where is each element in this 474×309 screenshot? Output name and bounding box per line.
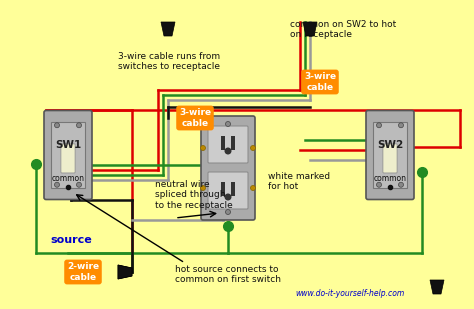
- Bar: [373, 122, 407, 188]
- FancyBboxPatch shape: [201, 116, 255, 220]
- Text: white marked
for hot: white marked for hot: [268, 172, 330, 191]
- Circle shape: [250, 185, 255, 191]
- Circle shape: [250, 146, 255, 150]
- Polygon shape: [303, 22, 317, 36]
- Circle shape: [376, 123, 382, 128]
- Circle shape: [225, 193, 231, 201]
- Circle shape: [376, 182, 382, 187]
- Circle shape: [226, 210, 230, 214]
- Polygon shape: [118, 265, 132, 279]
- Text: www.do-it-yourself-help.com: www.do-it-yourself-help.com: [295, 289, 405, 298]
- Text: hot source connects to
common on first switch: hot source connects to common on first s…: [175, 265, 281, 284]
- FancyBboxPatch shape: [61, 144, 75, 173]
- Circle shape: [55, 123, 60, 128]
- Bar: [231, 182, 235, 196]
- FancyBboxPatch shape: [366, 111, 414, 200]
- Bar: [231, 136, 235, 150]
- FancyBboxPatch shape: [208, 172, 248, 209]
- Circle shape: [399, 182, 403, 187]
- Circle shape: [399, 123, 403, 128]
- Text: 3-wire
cable: 3-wire cable: [179, 108, 211, 128]
- Bar: [51, 122, 85, 188]
- Circle shape: [225, 147, 231, 154]
- FancyBboxPatch shape: [208, 126, 248, 163]
- Bar: [221, 136, 225, 150]
- Text: 3-wire
cable: 3-wire cable: [304, 72, 336, 92]
- Text: common: common: [374, 174, 407, 183]
- Circle shape: [201, 185, 206, 191]
- Text: SW2: SW2: [377, 140, 403, 150]
- Polygon shape: [430, 280, 444, 294]
- Text: common: common: [52, 174, 84, 183]
- Text: SW1: SW1: [55, 140, 81, 150]
- FancyBboxPatch shape: [383, 144, 397, 173]
- Circle shape: [76, 123, 82, 128]
- Polygon shape: [118, 265, 132, 279]
- Text: common on SW2 to hot
on receptacle: common on SW2 to hot on receptacle: [290, 20, 396, 40]
- Circle shape: [55, 182, 60, 187]
- FancyBboxPatch shape: [44, 111, 92, 200]
- Polygon shape: [161, 22, 175, 36]
- Circle shape: [201, 146, 206, 150]
- Text: 2-wire
cable: 2-wire cable: [67, 262, 99, 282]
- Circle shape: [76, 182, 82, 187]
- Bar: [221, 182, 225, 196]
- Text: source: source: [50, 235, 92, 245]
- Text: 3-wire cable runs from
switches to receptacle: 3-wire cable runs from switches to recep…: [118, 52, 220, 71]
- Text: neutral wire
spliced through
to the receptacle: neutral wire spliced through to the rece…: [155, 180, 233, 210]
- Circle shape: [226, 121, 230, 126]
